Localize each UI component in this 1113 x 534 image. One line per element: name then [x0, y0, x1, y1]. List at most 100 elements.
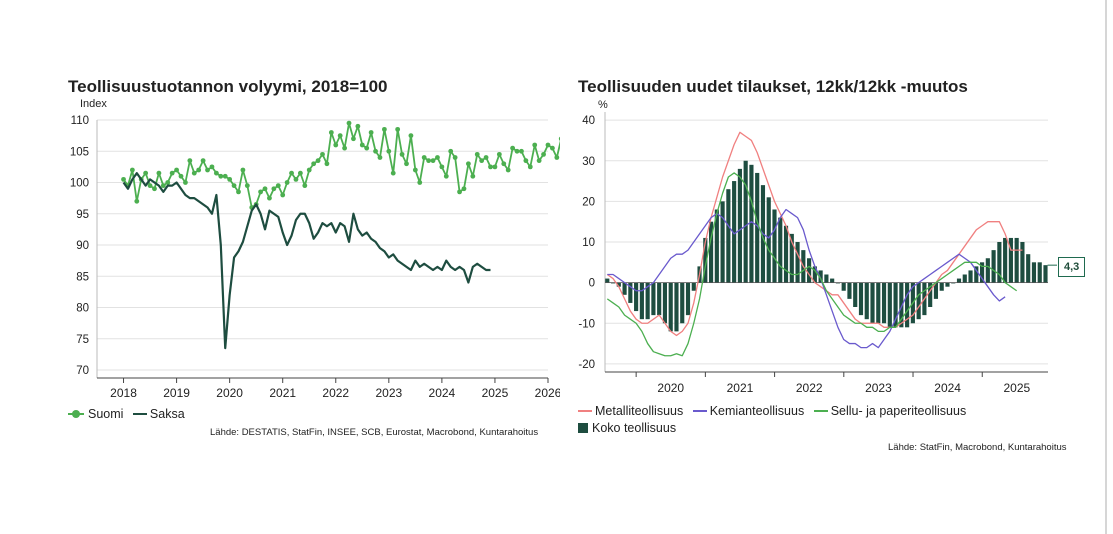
right-y-tick-label: 20	[582, 196, 595, 208]
left-series-point-suomi	[514, 148, 520, 154]
right-bar-koko-teollisuus	[691, 282, 696, 291]
left-series-point-suomi	[240, 167, 246, 173]
left-series-point-suomi	[488, 164, 493, 170]
right-bar-koko-teollisuus	[726, 189, 731, 283]
right-bar-koko-teollisuus	[1026, 254, 1031, 283]
right-bar-koko-teollisuus	[703, 237, 708, 283]
right-bar-koko-teollisuus	[864, 282, 869, 320]
left-series-point-suomi	[289, 170, 294, 176]
left-y-tick-label: 90	[76, 240, 89, 252]
left-x-tick-label: 2019	[163, 386, 190, 400]
right-bar-koko-teollisuus	[657, 282, 662, 316]
left-series-point-suomi	[174, 167, 179, 173]
right-bar-koko-teollisuus	[853, 282, 858, 307]
left-series-point-suomi	[470, 173, 476, 179]
left-series-point-suomi	[558, 136, 560, 141]
right-bar-koko-teollisuus	[876, 282, 881, 324]
right-bar-koko-teollisuus	[628, 282, 633, 303]
left-series-point-suomi	[337, 133, 343, 139]
left-series-point-suomi	[222, 173, 228, 179]
right-bar-koko-teollisuus	[674, 282, 679, 332]
left-y-tick-label: 80	[76, 303, 89, 315]
right-bar-koko-teollisuus	[818, 270, 823, 283]
right-bar-koko-teollisuus	[749, 164, 754, 283]
right-bar-koko-teollisuus	[1031, 262, 1037, 283]
left-series-point-suomi	[404, 161, 409, 167]
left-series-point-suomi	[183, 180, 188, 185]
left-series-point-suomi	[271, 186, 277, 192]
left-series-point-suomi	[267, 195, 272, 201]
right-bar-koko-teollisuus	[881, 282, 887, 324]
right-x-tick-label: 2023	[865, 381, 892, 395]
left-series-point-suomi	[244, 183, 250, 189]
left-series-point-suomi	[196, 167, 202, 173]
left-series-point-suomi	[147, 183, 153, 189]
right-bar-koko-teollisuus	[985, 258, 990, 283]
left-series-point-suomi	[412, 167, 418, 173]
left-series-point-suomi	[121, 176, 126, 182]
left-series-point-suomi	[169, 170, 175, 176]
left-series-point-suomi	[435, 155, 440, 160]
right-bar-koko-teollisuus	[720, 201, 725, 283]
legend-item-metalliteollisuus: Metalliteollisuus	[578, 404, 683, 418]
left-series-point-suomi	[129, 167, 135, 173]
left-y-tick-label: 75	[76, 334, 89, 346]
right-bar-koko-teollisuus	[789, 233, 794, 283]
saksa-swatch	[132, 413, 147, 415]
left-series-point-suomi	[364, 145, 370, 151]
left-series-point-suomi	[359, 142, 365, 148]
left-series-point-suomi	[231, 183, 237, 189]
left-series-point-suomi	[479, 158, 485, 164]
left-series-point-suomi	[342, 145, 347, 151]
left-series-point-suomi	[280, 192, 286, 198]
right-bar-koko-teollisuus	[651, 282, 656, 316]
right-bar-koko-teollisuus	[743, 160, 748, 283]
right-source-note: Lähde: StatFin, Macrobond, Kuntarahoitus	[888, 442, 1067, 453]
right-bar-koko-teollisuus	[974, 266, 979, 283]
right-series-line-kemianteollisuus	[607, 208, 1006, 349]
left-series-point-suomi	[178, 173, 184, 179]
right-bar-koko-teollisuus	[830, 278, 835, 283]
right-bar-koko-teollisuus	[680, 282, 685, 324]
right-bar-koko-teollisuus	[968, 270, 973, 283]
right-x-tick-label: 2020	[657, 381, 684, 395]
left-series-point-suomi	[532, 142, 538, 148]
right-series-line-metalliteollisuus	[606, 131, 1023, 337]
right-bar-koko-teollisuus	[933, 282, 939, 299]
left-y-tick-label: 95	[76, 209, 89, 221]
left-series-point-suomi	[452, 155, 458, 160]
sellu-paperi-swatch	[813, 410, 828, 412]
right-bar-koko-teollisuus	[645, 282, 650, 320]
left-series-point-suomi	[297, 170, 303, 176]
right-y-tick-label: -10	[578, 318, 595, 330]
right-y-tick-label: 30	[582, 156, 595, 168]
left-series-point-suomi	[457, 189, 462, 195]
left-series-point-suomi	[461, 186, 467, 192]
right-bar-koko-teollisuus	[899, 282, 904, 328]
suomi-swatch	[68, 410, 84, 418]
left-y-tick-label: 70	[76, 365, 89, 377]
left-series-point-suomi	[519, 148, 524, 154]
right-bar-koko-teollisuus	[783, 225, 789, 283]
legend-label-metalliteollisuus: Metalliteollisuus	[595, 404, 684, 418]
right-bar-koko-teollisuus	[991, 250, 996, 283]
left-series-point-suomi	[315, 158, 321, 164]
left-series-point-suomi	[430, 158, 436, 164]
left-series-point-suomi	[381, 126, 387, 132]
right-bar-koko-teollisuus	[928, 282, 933, 307]
left-y-tick-label: 85	[76, 271, 89, 283]
right-legend-row2: Koko teollisuus	[578, 421, 682, 436]
left-series-point-suomi	[492, 164, 498, 170]
legend-label-suomi: Suomi	[88, 407, 124, 421]
right-bar-koko-teollisuus	[893, 282, 898, 328]
right-bar-koko-teollisuus	[622, 282, 627, 295]
left-legend: Suomi Saksa	[68, 404, 191, 421]
left-series-point-suomi	[377, 155, 383, 160]
right-bar-koko-teollisuus	[997, 242, 1002, 283]
left-series-point-suomi	[262, 186, 268, 192]
right-bar-koko-teollisuus	[605, 278, 610, 283]
left-series-point-suomi	[426, 158, 432, 164]
latest-value-callout: 4,3	[1058, 257, 1086, 277]
right-bar-koko-teollisuus	[847, 282, 852, 299]
left-series-point-suomi	[474, 151, 480, 157]
